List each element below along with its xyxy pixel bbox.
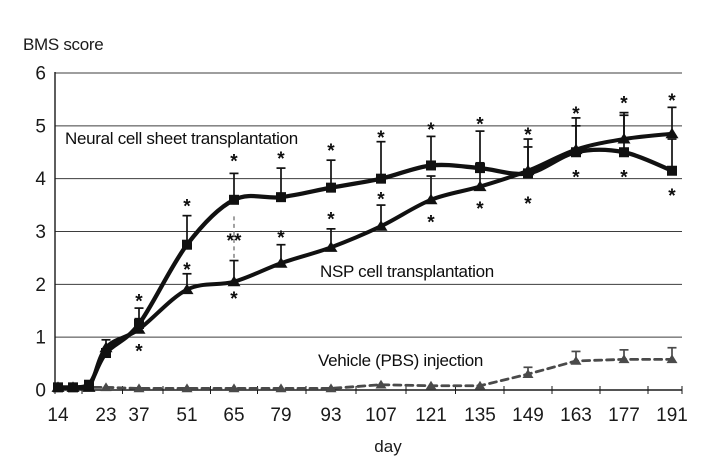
- marker-square: [229, 194, 239, 205]
- marker-square: [376, 173, 386, 184]
- marker-square: [53, 382, 63, 393]
- marker-triangle-small: [325, 383, 337, 393]
- marker-triangle-small: [522, 369, 534, 378]
- series-line-1: [56, 131, 674, 390]
- x-tick-label: 135: [464, 405, 496, 426]
- x-tick-label: 65: [223, 405, 244, 426]
- y-tick-label: 5: [35, 116, 46, 137]
- significance-star: *: [668, 91, 676, 112]
- significance-star: *: [277, 228, 285, 249]
- significance-star: **: [227, 231, 242, 252]
- marker-triangle: [374, 220, 388, 231]
- y-tick-label: 0: [35, 381, 46, 402]
- significance-star: *: [524, 125, 532, 146]
- marker-square: [326, 182, 336, 193]
- significance-star: *: [620, 93, 628, 114]
- marker-triangle-small: [618, 354, 630, 364]
- x-tick-label: 149: [512, 405, 544, 426]
- y-tick-label: 4: [35, 169, 46, 190]
- y-tick-label: 3: [35, 222, 46, 243]
- marker-triangle-small: [228, 383, 240, 393]
- marker-square: [475, 163, 485, 174]
- marker-triangle: [274, 257, 288, 268]
- x-tick-label: 93: [320, 405, 341, 426]
- marker-triangle-small: [474, 380, 486, 390]
- series-label-neural-cell-sheet: Neural cell sheet transplantation: [65, 129, 298, 148]
- marker-square: [426, 160, 436, 171]
- y-tick-label: 6: [35, 64, 46, 85]
- significance-star: *: [668, 186, 676, 207]
- x-tick-label: 191: [656, 405, 688, 426]
- marker-square: [667, 165, 677, 176]
- y-tick-label: 1: [35, 328, 46, 349]
- marker-square: [84, 379, 94, 390]
- marker-square: [134, 318, 144, 329]
- marker-triangle: [424, 193, 438, 205]
- significance-star: *: [572, 167, 580, 188]
- marker-triangle-small: [133, 383, 145, 393]
- significance-star: *: [524, 194, 532, 215]
- x-tick-label: 23: [95, 405, 116, 426]
- marker-triangle: [324, 241, 338, 252]
- marker-triangle-small: [275, 383, 287, 393]
- x-tick-label: 163: [560, 405, 592, 426]
- marker-square: [101, 348, 111, 359]
- significance-star: *: [377, 190, 385, 211]
- marker-triangle-small: [181, 383, 193, 393]
- significance-star: *: [620, 167, 628, 188]
- significance-star: *: [327, 210, 335, 231]
- significance-star: *: [476, 199, 484, 220]
- marker-triangle-small: [425, 380, 437, 390]
- y-tick-label: 2: [35, 275, 46, 296]
- x-tick-label: 121: [415, 405, 447, 426]
- marker-square: [523, 168, 533, 179]
- marker-triangle-small: [666, 354, 678, 364]
- marker-triangle: [665, 127, 679, 139]
- marker-square: [619, 147, 629, 158]
- significance-star: *: [476, 115, 484, 136]
- marker-triangle-small: [570, 355, 582, 365]
- x-tick-label: 51: [176, 405, 197, 426]
- series-line-2: [56, 357, 674, 390]
- x-tick-label: 79: [270, 405, 291, 426]
- marker-square: [571, 147, 581, 158]
- series-line-0: [55, 147, 675, 390]
- significance-star: *: [135, 342, 143, 363]
- significance-star: *: [327, 141, 335, 162]
- significance-star: *: [377, 128, 385, 149]
- significance-star: *: [427, 212, 435, 233]
- x-tick-label: 37: [128, 405, 149, 426]
- marker-square: [276, 192, 286, 203]
- marker-triangle-small: [100, 382, 112, 392]
- x-tick-label: 14: [47, 405, 69, 426]
- series-label-nsp-cell: NSP cell transplantation: [320, 262, 494, 281]
- marker-square: [68, 382, 78, 393]
- chart-title: BMS score: [23, 35, 104, 54]
- significance-star: *: [135, 292, 143, 313]
- x-axis-title: day: [374, 437, 402, 456]
- significance-star: *: [277, 149, 285, 170]
- series-label-vehicle-pbs: Vehicle (PBS) injection: [318, 351, 484, 370]
- significance-star: *: [427, 120, 435, 141]
- marker-square: [182, 239, 192, 250]
- marker-triangle: [180, 283, 194, 295]
- significance-star: *: [183, 196, 191, 217]
- marker-triangle: [473, 180, 487, 192]
- x-tick-label: 107: [365, 405, 397, 426]
- significance-star: *: [572, 104, 580, 125]
- marker-triangle-small: [375, 379, 387, 389]
- x-tick-label: 177: [608, 405, 640, 426]
- significance-star: *: [230, 152, 238, 173]
- marker-triangle: [227, 275, 241, 287]
- significance-star: *: [183, 260, 191, 281]
- significance-star: *: [230, 289, 238, 310]
